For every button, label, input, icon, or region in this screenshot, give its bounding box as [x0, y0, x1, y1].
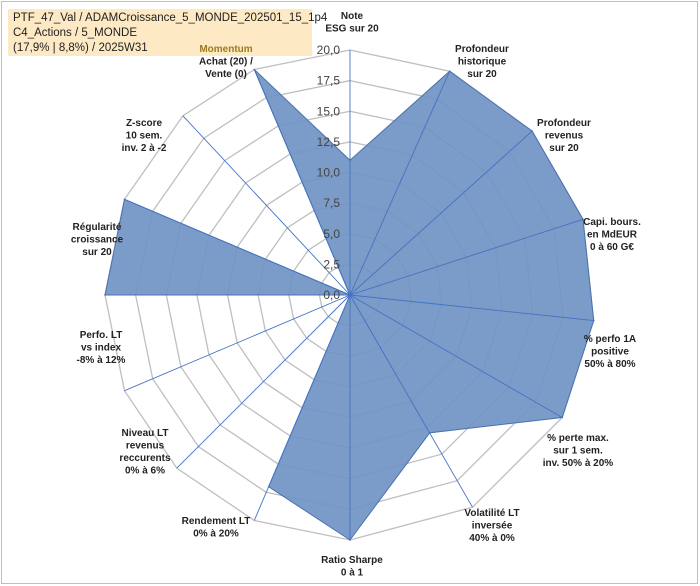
- tick-label-8: 20,0: [317, 43, 341, 57]
- axis-spoke-8: [253, 294, 351, 521]
- axis-label-0: Note ESG sur 20: [325, 11, 379, 35]
- axis-label-13: Z-score 10 sem. inv. 2 à -2: [122, 118, 167, 154]
- axis-spoke-14: [253, 69, 351, 296]
- header-line-1: PTF_47_Val / ADAMCroissance_5_MONDE_2025…: [13, 12, 328, 24]
- data-point-0: [349, 159, 351, 162]
- axis-label-14: Momentum Achat (20) / Vente (0): [199, 44, 253, 80]
- axis-spoke-2: [349, 130, 533, 296]
- axis-label-2: Profondeur revenus sur 20: [537, 118, 591, 154]
- axis-spoke-5: [349, 294, 563, 418]
- tick-label-5: 12,5: [317, 135, 341, 149]
- chart-header: PTF_47_Val / ADAMCroissance_5_MONDE_2025…: [8, 9, 328, 56]
- axis-spoke-6: [349, 294, 473, 508]
- data-point-12: [123, 198, 126, 201]
- tick-label-3: 7,5: [323, 196, 340, 210]
- axis-label-4: % perfo 1A positive 50% à 80%: [584, 334, 636, 370]
- data-point-3: [582, 218, 584, 221]
- axis-label-6: Volatilité LT inversée 40% à 0%: [464, 508, 519, 544]
- axis-label-9: Niveau LT revenus reccurents 0% à 6%: [119, 428, 171, 477]
- tick-label-4: 10,0: [317, 166, 341, 180]
- data-point-13: [349, 294, 351, 296]
- data-point-4: [592, 319, 595, 322]
- data-point-5: [561, 416, 563, 419]
- data-point-6: [428, 432, 431, 434]
- tick-label-0: 0,0: [323, 288, 340, 302]
- axis-label-5: % perte max. sur 1 sem. inv. 50% à 20%: [543, 433, 614, 469]
- data-point-11: [104, 294, 106, 296]
- tick-label-6: 15,0: [317, 104, 341, 118]
- axis-spoke-13: [182, 115, 351, 296]
- data-point-7: [349, 539, 351, 541]
- axis-spoke-1: [349, 71, 451, 296]
- header-line-3: (17,9% | 8,8%) / 2025W31: [13, 42, 148, 54]
- axis-spoke-9: [176, 294, 351, 469]
- axis-spoke-3: [349, 218, 584, 296]
- data-point-1: [448, 70, 451, 72]
- header-line-2: C4_Actions / 5_MONDE: [13, 27, 137, 39]
- tick-label-7: 17,5: [317, 74, 341, 88]
- tick-label-2: 5,0: [323, 227, 340, 241]
- data-point-8: [267, 485, 270, 488]
- axis-spoke-12: [124, 198, 351, 296]
- data-point-14: [253, 68, 256, 71]
- axis-spoke-10: [124, 294, 351, 392]
- tick-label-1: 2,5: [323, 257, 340, 271]
- axis-label-12: Régularité croissance sur 20: [71, 222, 124, 258]
- axis-label-3: Capi. bours. en MdEUR 0 à 60 G€: [583, 217, 641, 253]
- data-point-2: [531, 130, 533, 132]
- axis-label-11: Perfo. LT vs index -8% à 12%: [77, 330, 126, 366]
- axis-spoke-4: [349, 294, 594, 322]
- axis-label-1: Profondeur historique sur 20: [455, 44, 509, 80]
- axis-label-7: Ratio Sharpe 0 à 1: [321, 555, 383, 579]
- axis-label-8: Rendement LT 0% à 20%: [182, 516, 251, 540]
